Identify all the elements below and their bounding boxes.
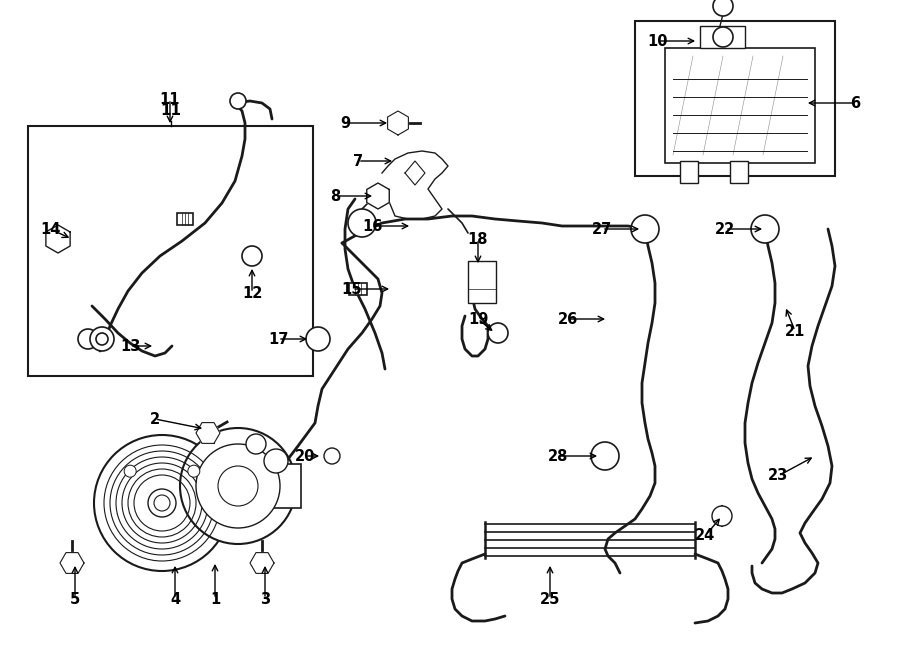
Circle shape — [631, 215, 659, 243]
Circle shape — [78, 329, 98, 349]
Bar — [266, 464, 301, 508]
Circle shape — [488, 323, 508, 343]
Text: 21: 21 — [785, 323, 806, 338]
Circle shape — [148, 489, 176, 517]
Polygon shape — [46, 225, 70, 253]
Polygon shape — [60, 553, 84, 573]
Text: 20: 20 — [295, 449, 315, 463]
Circle shape — [246, 434, 266, 454]
Circle shape — [712, 506, 732, 526]
Text: 11: 11 — [160, 103, 181, 118]
Text: 12: 12 — [242, 286, 262, 301]
Text: 22: 22 — [715, 221, 735, 237]
Bar — [665, 48, 815, 163]
Text: 3: 3 — [260, 592, 270, 607]
Bar — [468, 261, 496, 303]
Text: 27: 27 — [592, 221, 612, 237]
Circle shape — [90, 327, 114, 351]
Polygon shape — [388, 111, 409, 135]
Circle shape — [713, 27, 733, 47]
Text: 10: 10 — [648, 34, 668, 48]
Bar — [176, 214, 194, 225]
Bar — [349, 283, 367, 295]
Circle shape — [230, 93, 246, 109]
Text: 6: 6 — [850, 95, 860, 110]
Text: 4: 4 — [170, 592, 180, 607]
Circle shape — [196, 444, 280, 528]
Bar — [700, 26, 745, 48]
Circle shape — [324, 448, 340, 464]
Text: 8: 8 — [330, 188, 340, 204]
Circle shape — [180, 428, 296, 544]
Bar — [730, 161, 748, 183]
Circle shape — [124, 465, 136, 477]
Circle shape — [94, 435, 230, 571]
Text: 1: 1 — [210, 592, 220, 607]
Text: 26: 26 — [558, 311, 578, 327]
Circle shape — [713, 0, 733, 16]
Circle shape — [188, 465, 200, 477]
Polygon shape — [196, 422, 220, 444]
Polygon shape — [366, 183, 390, 209]
Text: 16: 16 — [362, 219, 382, 233]
Text: 25: 25 — [540, 592, 560, 607]
Text: 15: 15 — [342, 282, 362, 297]
Text: 14: 14 — [40, 221, 60, 237]
Text: 5: 5 — [70, 592, 80, 607]
Text: 9: 9 — [340, 116, 350, 130]
Text: 23: 23 — [768, 469, 788, 483]
Text: 18: 18 — [468, 231, 488, 247]
Circle shape — [591, 442, 619, 470]
Text: 13: 13 — [120, 338, 140, 354]
Text: 24: 24 — [695, 529, 716, 543]
Text: 7: 7 — [353, 153, 363, 169]
Circle shape — [751, 215, 779, 243]
Polygon shape — [250, 553, 274, 573]
Circle shape — [348, 209, 376, 237]
Text: 11: 11 — [160, 91, 180, 106]
Circle shape — [264, 449, 288, 473]
Bar — [635, 21, 835, 176]
Bar — [28, 126, 313, 376]
Text: 28: 28 — [548, 449, 568, 463]
Circle shape — [306, 327, 330, 351]
Circle shape — [242, 246, 262, 266]
Text: 2: 2 — [150, 412, 160, 426]
Bar — [680, 161, 698, 183]
Circle shape — [96, 333, 108, 345]
Text: 17: 17 — [268, 332, 288, 346]
Circle shape — [154, 495, 170, 511]
Text: 19: 19 — [468, 311, 488, 327]
Circle shape — [218, 466, 258, 506]
